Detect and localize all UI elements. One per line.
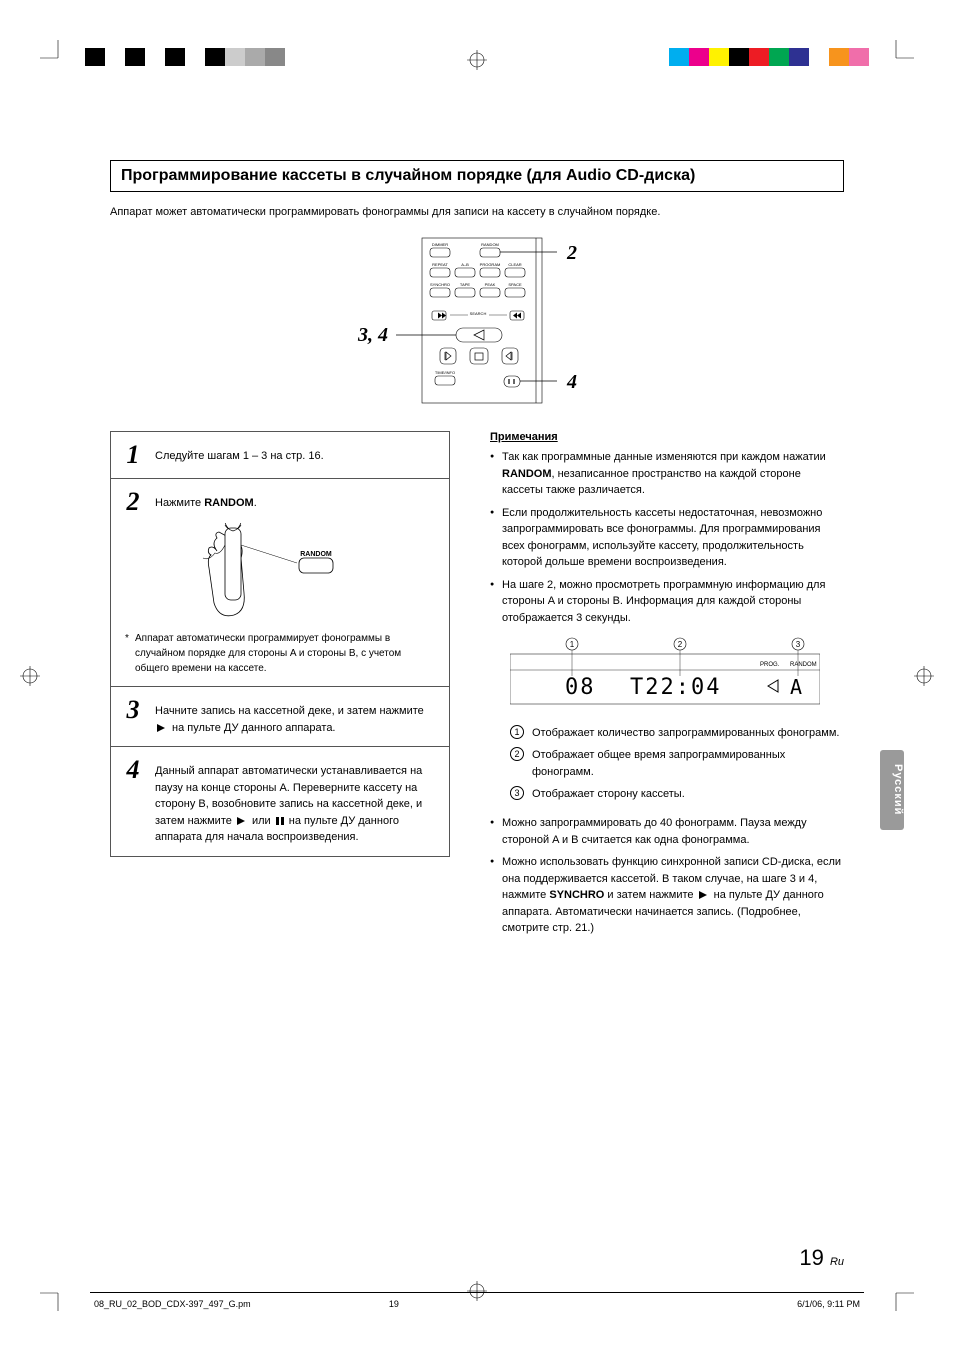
display-callout-1: 1 — [570, 640, 575, 649]
random-label: RANDOM — [481, 242, 499, 247]
page-number: 19 Ru — [799, 1245, 844, 1271]
svg-text:SYNCHRO: SYNCHRO — [430, 282, 450, 287]
callout-2: 2 — [566, 242, 577, 264]
registration-mark-right-icon — [914, 666, 934, 686]
svg-text:PROGRAM: PROGRAM — [480, 262, 501, 267]
registration-mark-top-icon — [467, 50, 487, 70]
legend-item: 1Отображает количество запрограммированн… — [510, 725, 844, 743]
step-4-box: 4 Данный аппарат автоматически устанавли… — [110, 747, 450, 857]
section-title-box: Программирование кассеты в случайном пор… — [110, 160, 844, 192]
step-3-box: 3 Начните запись на кассетной деке, и за… — [110, 687, 450, 747]
section-title: Программирование кассеты в случайном пор… — [121, 167, 833, 185]
svg-text:TAPE: TAPE — [460, 282, 470, 287]
note-item: На шаге 2, можно просмотреть программную… — [490, 577, 844, 627]
crop-mark-tr-icon — [890, 40, 914, 64]
step-1-num: 1 — [121, 442, 145, 468]
note-item: Можно запрограммировать до 40 фонограмм.… — [490, 815, 844, 848]
step-4-num: 4 — [121, 757, 145, 783]
note-item: Если продолжительность кассеты недостато… — [490, 505, 844, 571]
display-callout-3: 3 — [796, 640, 801, 649]
dimmer-label: DIMMER — [432, 242, 448, 247]
step-2-box: 2 Нажмите RANDOM. RANDOM — [110, 479, 450, 687]
footer-file: 08_RU_02_BOD_CDX-397_497_G.pm — [94, 1299, 251, 1309]
footer-page: 19 — [389, 1299, 399, 1309]
step-1-box: 1 Следуйте шагам 1 – 3 на стр. 16. — [110, 431, 450, 479]
svg-text:REPEAT: REPEAT — [432, 262, 448, 267]
svg-text:SPACE: SPACE — [508, 282, 522, 287]
display-panel: PROG. RANDOM 08 T22:04 A 1 2 — [510, 636, 844, 711]
notes-title: Примечания — [490, 431, 844, 443]
display-random-label: RANDOM — [790, 662, 817, 668]
display-legend: 1Отображает количество запрограммированн… — [510, 725, 844, 803]
step-4-text: Данный аппарат автоматически устанавлива… — [155, 757, 437, 846]
step-2-num: 2 — [121, 489, 145, 515]
remote-diagram: DIMMER RANDOM REPEAT A–B PROGRAM CLEAR S… — [110, 236, 844, 411]
callout-4: 4 — [566, 371, 577, 393]
remote-in-hand-icon: RANDOM — [189, 523, 369, 623]
callout-34: 3, 4 — [357, 324, 388, 346]
colorbar-right — [669, 48, 869, 66]
display-tracks: 08 — [565, 675, 596, 700]
play-icon — [237, 817, 247, 825]
crop-mark-tl-icon — [40, 40, 64, 64]
random-button-label: RANDOM — [300, 551, 332, 558]
registration-mark-bottom-icon — [467, 1281, 487, 1301]
step-3-text: Начните запись на кассетной деке, и зате… — [155, 697, 437, 736]
notes-block: Примечания Так как программные данные из… — [490, 431, 844, 626]
crop-mark-br-icon — [890, 1287, 914, 1311]
footer-rule — [90, 1292, 864, 1293]
display-side: A — [790, 675, 802, 699]
step-1-text: Следуйте шагам 1 – 3 на стр. 16. — [155, 442, 437, 465]
note-item: Так как программные данные изменяются пр… — [490, 449, 844, 499]
legend-item: 2Отображает общее время запрограммирован… — [510, 747, 844, 782]
svg-text:TIME/INFO: TIME/INFO — [435, 370, 455, 375]
intro-text: Аппарат может автоматически программиров… — [110, 206, 844, 218]
footer-date: 6/1/06, 9:11 PM — [797, 1299, 860, 1309]
svg-text:PEAK: PEAK — [485, 282, 496, 287]
colorbar-left — [85, 48, 285, 66]
step-2-note: Аппарат автоматически программирует фоно… — [121, 631, 437, 676]
pause-icon — [276, 817, 284, 825]
svg-text:CLEAR: CLEAR — [508, 262, 521, 267]
svg-text:SEARCH: SEARCH — [470, 311, 487, 316]
step-3-num: 3 — [121, 697, 145, 723]
display-prog-label: PROG. — [760, 662, 780, 668]
crop-mark-bl-icon — [40, 1287, 64, 1311]
display-time: T22:04 — [630, 675, 721, 700]
language-tab: Русский — [880, 750, 904, 830]
display-callout-2: 2 — [678, 640, 683, 649]
legend-item: 3Отображает сторону кассеты. — [510, 786, 844, 804]
svg-text:A–B: A–B — [461, 262, 469, 267]
registration-mark-left-icon — [20, 666, 40, 686]
footer-text: 08_RU_02_BOD_CDX-397_497_G.pm 19 6/1/06,… — [90, 1299, 864, 1309]
play-icon — [157, 724, 167, 732]
play-icon — [699, 891, 709, 899]
note-item: Можно использовать функцию синхронной за… — [490, 854, 844, 937]
step-2-text: Нажмите RANDOM. — [155, 489, 437, 512]
notes-block-2: Можно запрограммировать до 40 фонограмм.… — [490, 815, 844, 937]
